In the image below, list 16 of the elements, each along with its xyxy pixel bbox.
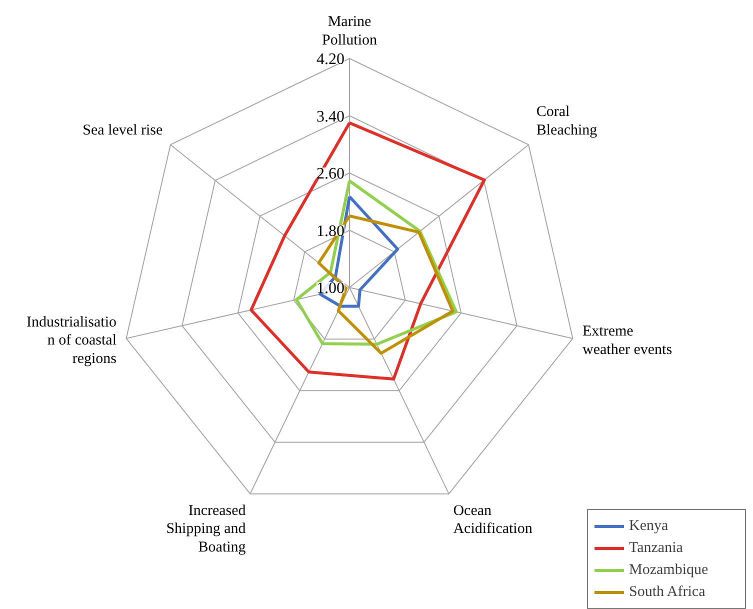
spoke-label: Industrialisatio n of coastal regions xyxy=(26,314,117,368)
spoke-label: Extreme weather events xyxy=(582,323,672,358)
spoke-label: Marine Pollution xyxy=(322,14,378,48)
y-tick-label: 4.20 xyxy=(316,51,344,68)
spoke-label: Ocean Acidification xyxy=(453,502,533,538)
spoke-label: Sea level rise xyxy=(82,122,163,138)
y-tick-label: 1.80 xyxy=(316,222,344,240)
y-tick-label: 1.00 xyxy=(316,280,344,297)
y-tick-label: 2.60 xyxy=(316,166,344,182)
legend-label: Kenya xyxy=(629,518,670,534)
legend-label: Mozambique xyxy=(629,562,710,578)
spoke-label: Coral Bleaching xyxy=(536,104,598,138)
legend-label: South Africa xyxy=(629,584,706,600)
legend-label: Tanzania xyxy=(629,540,684,556)
spoke-label: Increased Shipping and Boating xyxy=(166,502,246,556)
y-tick-label: 3.40 xyxy=(316,108,344,126)
